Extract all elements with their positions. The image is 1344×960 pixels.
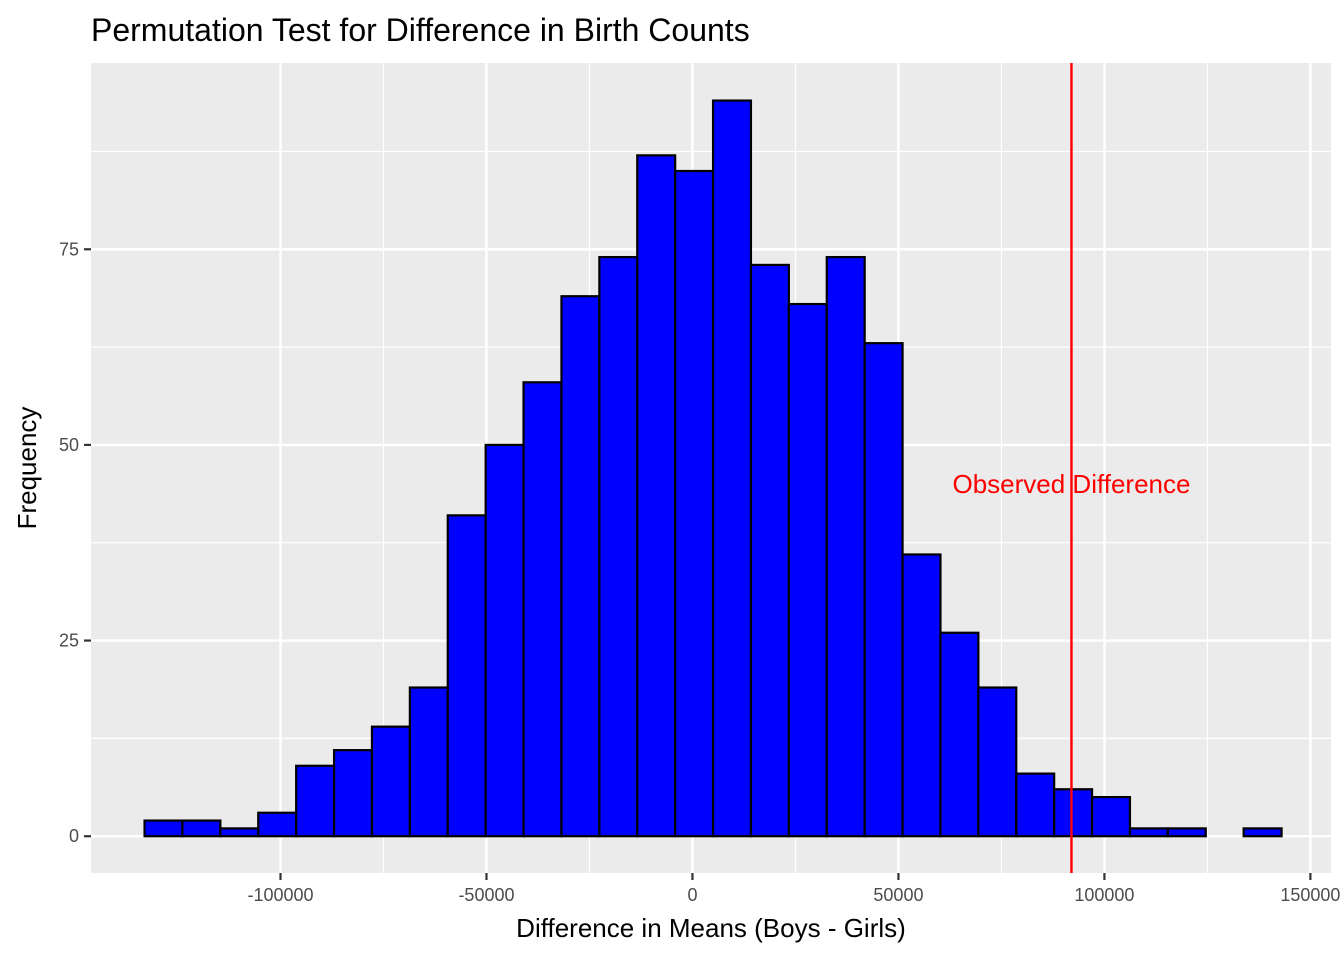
x-axis-ticks: -100000 -50000 0 50000 100000 150000 (247, 873, 1340, 905)
histogram-bar (1242, 827, 1283, 838)
histogram-bar (1053, 788, 1094, 838)
histogram-bar (636, 154, 677, 838)
histogram-bar (598, 255, 639, 838)
y-axis-ticks: 0 25 50 75 (59, 239, 91, 846)
x-tick-label: 150000 (1280, 885, 1340, 905)
histogram-bar (181, 819, 222, 838)
histogram-bar (1090, 795, 1132, 838)
histogram-bar (295, 764, 336, 838)
histogram-bars (143, 99, 1283, 838)
histogram-bar (787, 302, 828, 838)
histogram-bar (1166, 827, 1207, 838)
histogram-bar (560, 295, 601, 838)
histogram-bar (143, 819, 184, 838)
histogram-bar (408, 686, 449, 838)
histogram-bar (939, 631, 980, 838)
x-tick-label: -50000 (458, 885, 514, 905)
histogram-bar (219, 827, 260, 838)
histogram-bar (332, 749, 374, 838)
x-tick-label: 50000 (873, 885, 923, 905)
x-axis-title: Difference in Means (Boys - Girls) (516, 913, 906, 943)
histogram-bar (1128, 827, 1169, 838)
y-tick-label: 75 (59, 239, 79, 259)
x-tick-label: 100000 (1074, 885, 1134, 905)
histogram-bar (901, 553, 942, 838)
x-tick-label: 0 (687, 885, 697, 905)
histogram-bar (257, 811, 298, 838)
histogram-bar (1015, 772, 1056, 838)
y-axis-title: Frequency (12, 407, 42, 530)
y-tick-label: 50 (59, 435, 79, 455)
histogram-bar (446, 514, 487, 838)
histogram-bar (977, 686, 1018, 838)
histogram-bar (370, 725, 411, 838)
observed-difference-label: Observed Difference (952, 469, 1190, 499)
x-tick-label: -100000 (247, 885, 313, 905)
histogram-bar (522, 381, 563, 838)
chart-title: Permutation Test for Difference in Birth… (91, 12, 750, 48)
y-tick-label: 0 (69, 826, 79, 846)
histogram-bar (863, 342, 904, 838)
y-tick-label: 25 (59, 631, 79, 651)
histogram-bar (711, 99, 753, 838)
histogram-bar (674, 169, 715, 838)
histogram-bar (825, 255, 866, 838)
histogram-bar (749, 263, 790, 838)
histogram-bar (484, 443, 525, 838)
